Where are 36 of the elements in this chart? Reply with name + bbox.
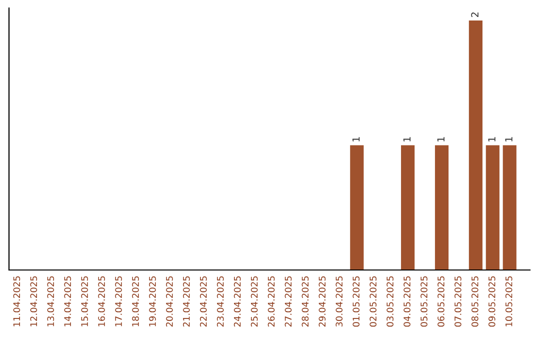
x-tick-label: 08.05.2025: [471, 276, 478, 327]
x-tick-label: 14.04.2025: [64, 276, 72, 326]
data-label: 1: [437, 137, 444, 142]
x-tick-label: 01.05.2025: [352, 276, 360, 327]
x-tick-label: 19.04.2025: [149, 276, 156, 326]
x-tick-label: 23.04.2025: [216, 276, 224, 327]
x-tick-label: 21.04.2025: [182, 276, 190, 327]
x-tick-label: 18.04.2025: [132, 276, 139, 326]
x-tick-label: 30.04.2025: [336, 276, 343, 327]
x-tick-label: 15.04.2025: [81, 276, 88, 326]
x-tick-label: 10.05.2025: [505, 276, 512, 326]
x-tick-label: 16.04.2025: [98, 276, 105, 326]
data-label: 1: [352, 137, 360, 142]
x-tick-label: 27.04.2025: [284, 276, 292, 327]
x-tick-label: 09.05.2025: [488, 276, 496, 327]
x-tick-label: 26.04.2025: [268, 276, 275, 327]
x-tick-label: 05.05.2025: [420, 276, 428, 327]
data-label: 1: [403, 137, 410, 142]
data-label: 1: [488, 137, 496, 142]
x-tick-label: 11.04.2025: [13, 276, 20, 326]
x-tick-label: 06.05.2025: [438, 276, 444, 327]
x-tick-label: 22.04.2025: [200, 276, 207, 327]
x-tick-label: 17.04.2025: [115, 276, 122, 326]
x-tick-label: 07.05.2025: [454, 276, 462, 327]
x-tick-label: 25.04.2025: [250, 276, 258, 327]
x-tick-label: 12.04.2025: [30, 276, 38, 326]
x-tick-label: 29.04.2025: [318, 276, 326, 327]
x-tick-label: 02.05.2025: [370, 276, 376, 327]
x-tick-label: 28.04.2025: [302, 276, 309, 327]
data-label: 2: [471, 12, 478, 17]
x-tick-label: 03.05.2025: [386, 276, 394, 327]
x-tick-label: 24.04.2025: [234, 276, 241, 327]
x-tick-label: 20.04.2025: [166, 276, 173, 327]
data-label: 1: [505, 137, 512, 142]
x-tick-label: 13.04.2025: [47, 276, 54, 326]
x-tick-label: 04.05.2025: [404, 276, 410, 327]
